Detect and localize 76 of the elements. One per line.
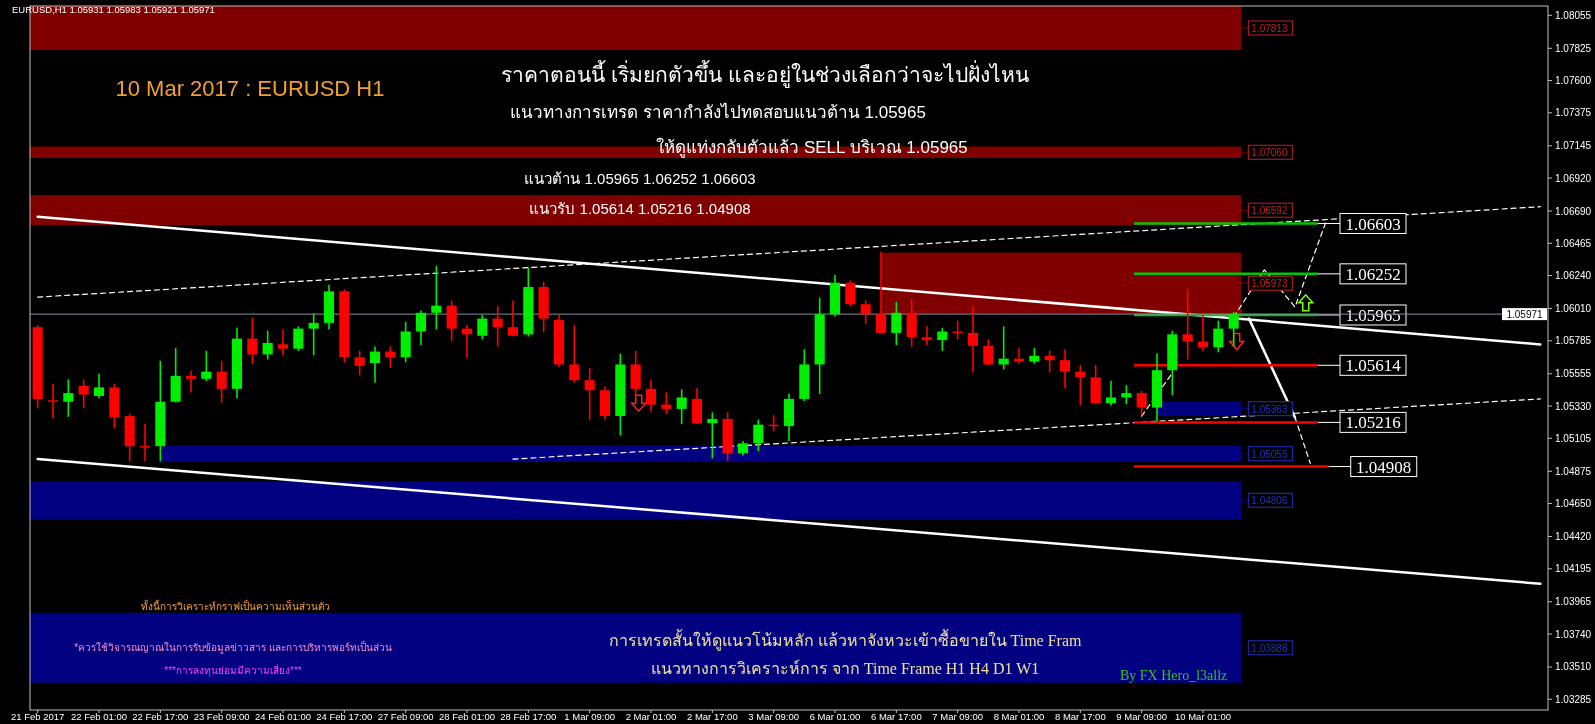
annotation: *ควรใช้วิจารณญาณในการรับข้อมูลข่าวสาร และการบริหารพอร์ทเป็นส่วน bbox=[74, 642, 392, 653]
annotation: By FX Hero_l3allz bbox=[1120, 668, 1228, 683]
x-tick-label: 9 Mar 09:00 bbox=[1116, 711, 1168, 722]
ref-line-label: 1.06252 bbox=[1345, 264, 1401, 284]
band-label: 1.05363 bbox=[1251, 403, 1288, 415]
ref-line-label: 1.04908 bbox=[1356, 457, 1412, 477]
x-tick-label: 23 Feb 09:00 bbox=[193, 711, 250, 722]
band-label: 1.05973 bbox=[1240, 275, 1293, 291]
x-tick-label: 22 Feb 17:00 bbox=[132, 711, 189, 722]
band-label: 1.05973 bbox=[1251, 278, 1288, 290]
x-tick-label: 8 Mar 17:00 bbox=[1054, 711, 1106, 722]
annotation: แนวต้าน 1.05965 1.06252 1.06603 bbox=[524, 170, 756, 187]
y-tick-label: 1.07375 bbox=[1555, 107, 1592, 119]
x-tick-label: 6 Mar 01:00 bbox=[809, 711, 861, 722]
ref-line-label: 1.05216 bbox=[1345, 413, 1401, 433]
y-tick-label: 1.07825 bbox=[1555, 42, 1592, 54]
y-tick-label: 1.07145 bbox=[1555, 140, 1592, 152]
annotation: ทั้งนี้การวิเคราะห์กราฟเป็นความเห็นส่วนตัว bbox=[140, 601, 330, 612]
y-tick-label: 1.04195 bbox=[1555, 563, 1592, 575]
ref-line-label: 1.05971 bbox=[1506, 309, 1544, 321]
y-tick-label: 1.05785 bbox=[1555, 335, 1592, 347]
x-tick-label: 28 Feb 17:00 bbox=[500, 711, 557, 722]
y-tick-label: 1.06690 bbox=[1555, 205, 1592, 217]
annotation: ***การลงทุนย่อมมีความเสี่ยง*** bbox=[164, 665, 302, 676]
x-tick-label: 8 Mar 01:00 bbox=[993, 711, 1045, 722]
ref-line-label: 1.05614 bbox=[1345, 356, 1402, 376]
y-tick-label: 1.07600 bbox=[1555, 75, 1592, 87]
band-label: 1.03888 bbox=[1251, 642, 1288, 654]
x-tick-label: 24 Feb 17:00 bbox=[316, 711, 373, 722]
band-label: 1.07813 bbox=[1251, 23, 1288, 35]
y-tick-label: 1.04650 bbox=[1555, 498, 1592, 510]
y-tick-label: 1.08055 bbox=[1555, 9, 1592, 21]
y-tick-label: 1.05330 bbox=[1555, 400, 1592, 412]
ref-line-label: 1.05965 bbox=[1345, 305, 1401, 325]
x-tick-label: 7 Mar 09:00 bbox=[932, 711, 984, 722]
y-tick-label: 1.03965 bbox=[1555, 596, 1592, 608]
band-label: 1.04806 bbox=[1240, 492, 1293, 508]
annotation: แนวทางการวิเคราะห์การ จาก Time Frame H1 H4 D1 W1 bbox=[650, 660, 1040, 677]
x-tick-label: 2 Mar 01:00 bbox=[625, 711, 677, 722]
x-tick-label: 6 Mar 17:00 bbox=[870, 711, 922, 722]
y-tick-label: 1.03285 bbox=[1555, 693, 1592, 705]
y-tick-label: 1.06240 bbox=[1555, 270, 1592, 282]
band-label: 1.05055 bbox=[1240, 446, 1293, 462]
x-tick-label: 28 Feb 01:00 bbox=[439, 711, 495, 722]
x-tick-label: 21 Feb 2017 bbox=[10, 711, 65, 722]
y-tick-label: 1.03740 bbox=[1555, 628, 1592, 640]
y-tick-label: 1.03510 bbox=[1555, 661, 1592, 673]
x-tick-label: 3 Mar 09:00 bbox=[748, 711, 800, 722]
y-tick-label: 1.06920 bbox=[1555, 172, 1592, 184]
annotation: แนวรับ 1.05614 1.05216 1.04908 bbox=[529, 200, 751, 217]
band-label: 1.05055 bbox=[1251, 448, 1288, 460]
y-tick-label: 1.06010 bbox=[1555, 303, 1592, 315]
y-tick-label: 1.04875 bbox=[1555, 465, 1592, 477]
band-label: 1.07813 bbox=[1240, 20, 1293, 36]
y-tick-label: 1.05555 bbox=[1555, 368, 1592, 380]
x-tick-label: 22 Feb 01:00 bbox=[71, 711, 127, 722]
x-tick-label: 1 Mar 09:00 bbox=[564, 711, 616, 722]
annotation: EURUSD,H1 1.05931 1.05983 1.05921 1.05971 bbox=[12, 4, 215, 15]
band-label: 1.04806 bbox=[1251, 495, 1288, 507]
annotation: แนวทางการเทรด ราคากำลังไปทดสอบแนวต้าน 1.05965 bbox=[510, 103, 926, 122]
band-label: 1.06592 bbox=[1240, 202, 1293, 218]
band-label: 1.07060 bbox=[1251, 147, 1288, 159]
band-label: 1.03888 bbox=[1240, 640, 1293, 656]
x-tick-label: 24 Feb 01:00 bbox=[255, 711, 311, 722]
text: 10 Mar 2017 : EURUSD H1 bbox=[115, 76, 385, 101]
band-label: 1.05363 bbox=[1240, 401, 1293, 417]
band-label: 1.06592 bbox=[1251, 205, 1288, 217]
annotation: ให้ดูแท่งกลับตัวแล้ว SELL บริเวณ 1.05965 bbox=[656, 138, 968, 157]
x-tick-label: 27 Feb 09:00 bbox=[377, 711, 434, 722]
y-tick-label: 1.05105 bbox=[1555, 432, 1592, 444]
x-tick-label: 10 Mar 01:00 bbox=[1175, 711, 1231, 722]
y-tick-label: 1.04420 bbox=[1555, 531, 1592, 543]
ref-line-label: 1.06603 bbox=[1345, 214, 1401, 234]
y-tick-label: 1.06465 bbox=[1555, 237, 1592, 249]
band-label: 1.07060 bbox=[1240, 144, 1293, 160]
x-tick-label: 2 Mar 17:00 bbox=[686, 711, 738, 722]
